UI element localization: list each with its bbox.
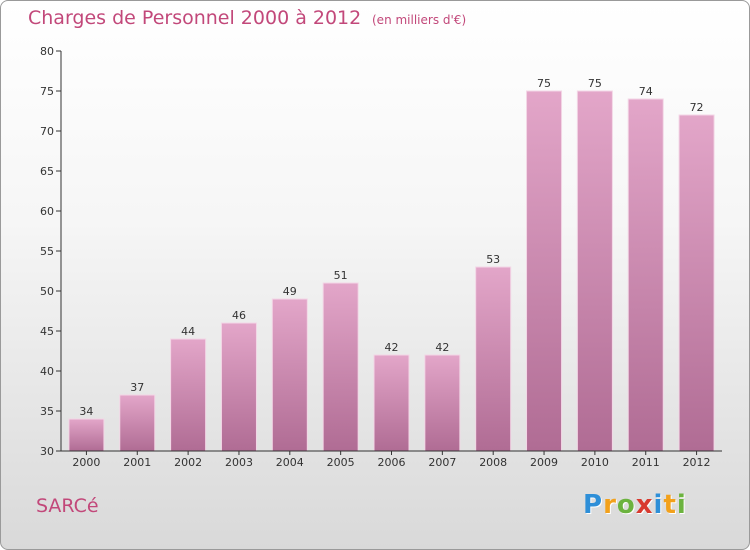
proxiti-logo[interactable]: Proxiti — [583, 490, 687, 520]
logo-letter: i — [653, 490, 664, 520]
logo-letter: x — [635, 490, 654, 520]
data-label-2007: 42 — [435, 341, 449, 354]
town-name: SARCé — [36, 495, 99, 517]
y-tick-label: 70 — [40, 125, 54, 138]
y-tick-label: 30 — [40, 445, 54, 458]
y-tick-label: 45 — [40, 325, 54, 338]
data-label-2012: 72 — [690, 101, 704, 114]
bar-2006 — [373, 354, 410, 452]
x-tick-label-2009: 2009 — [530, 456, 558, 469]
y-tick-label: 40 — [40, 365, 54, 378]
logo-letter: P — [583, 490, 604, 520]
logo-letter: o — [616, 490, 636, 520]
bar-2009 — [526, 90, 563, 452]
data-label-2005: 51 — [334, 269, 348, 282]
x-tick-label-2004: 2004 — [276, 456, 304, 469]
bar-2007 — [424, 354, 461, 452]
logo-letter: r — [603, 490, 617, 520]
bar-2010 — [576, 90, 613, 452]
data-label-2009: 75 — [537, 77, 551, 90]
bar-2011 — [627, 98, 664, 452]
logo-letter: i — [676, 490, 687, 520]
y-tick-label: 80 — [40, 45, 54, 58]
x-tick-label-2001: 2001 — [123, 456, 151, 469]
bar-2004 — [271, 298, 308, 452]
bar-2008 — [475, 266, 512, 452]
bar-2003 — [220, 322, 257, 452]
x-tick-label-2003: 2003 — [225, 456, 253, 469]
x-tick-label-2000: 2000 — [72, 456, 100, 469]
data-label-2004: 49 — [283, 285, 297, 298]
x-tick-label-2011: 2011 — [632, 456, 660, 469]
bar-2002 — [170, 338, 207, 452]
x-tick-label-2002: 2002 — [174, 456, 202, 469]
chart-title: Charges de Personnel 2000 à 2012 — [28, 7, 362, 29]
bar-2012 — [678, 114, 715, 452]
x-tick-label-2005: 2005 — [327, 456, 355, 469]
bar-2000 — [68, 418, 105, 452]
y-tick-label: 35 — [40, 405, 54, 418]
data-label-2006: 42 — [385, 341, 399, 354]
x-tick-label-2012: 2012 — [683, 456, 711, 469]
data-label-2008: 53 — [486, 253, 500, 266]
y-tick-label: 75 — [40, 85, 54, 98]
data-label-2011: 74 — [639, 85, 653, 98]
x-tick-label-2008: 2008 — [479, 456, 507, 469]
y-tick-label: 55 — [40, 245, 54, 258]
data-label-2001: 37 — [130, 381, 144, 394]
x-tick-label-2006: 2006 — [378, 456, 406, 469]
chart-subtitle: (en milliers d'€) — [372, 13, 467, 27]
bar-2005 — [322, 282, 359, 452]
x-tick-label-2007: 2007 — [428, 456, 456, 469]
data-label-2000: 34 — [79, 405, 93, 418]
x-tick-label-2010: 2010 — [581, 456, 609, 469]
bar-2001 — [119, 394, 156, 452]
logo-letter: t — [663, 490, 677, 520]
y-tick-label: 50 — [40, 285, 54, 298]
data-label-2002: 44 — [181, 325, 195, 338]
data-label-2003: 46 — [232, 309, 246, 322]
data-label-2010: 75 — [588, 77, 602, 90]
y-tick-label: 65 — [40, 165, 54, 178]
y-tick-label: 60 — [40, 205, 54, 218]
